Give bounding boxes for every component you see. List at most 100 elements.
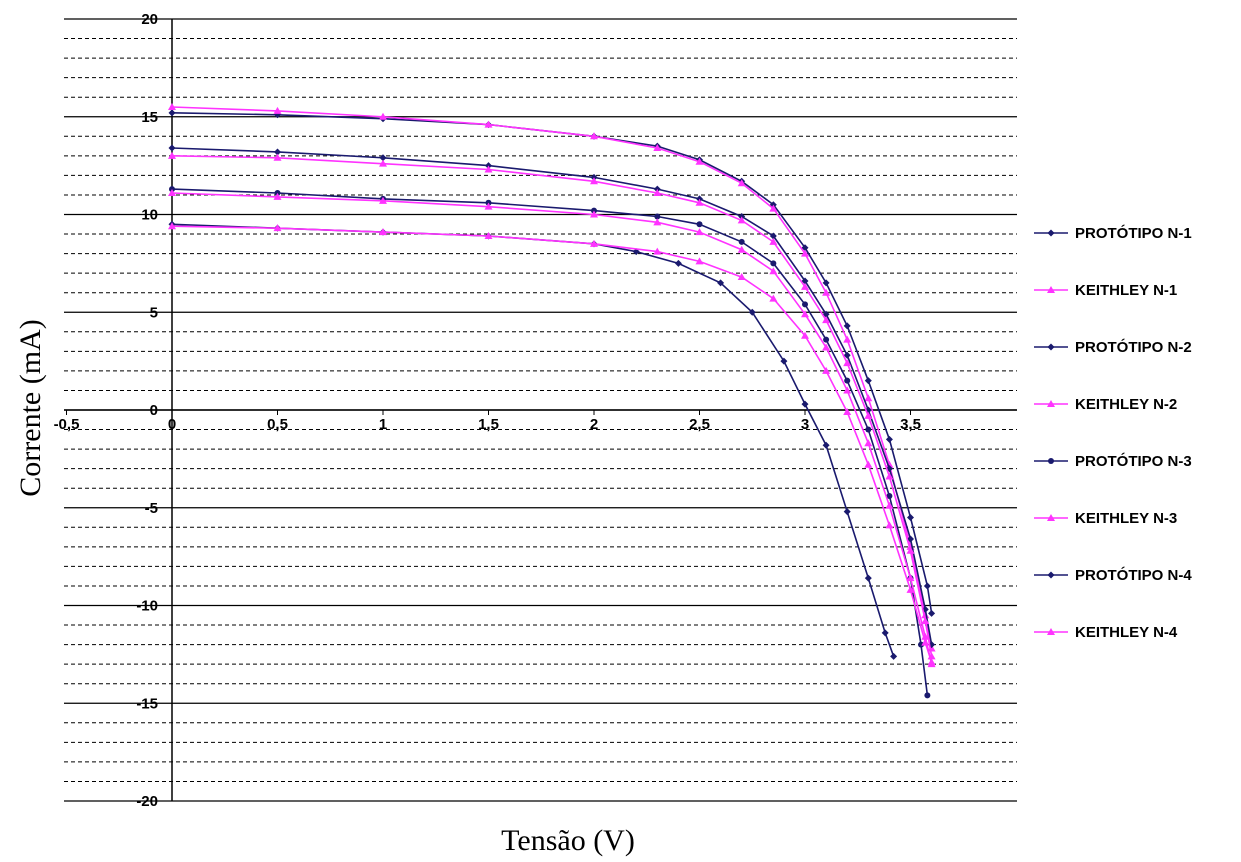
data-point [769, 267, 778, 275]
data-point [801, 331, 809, 339]
legend-item: KEITHLEY N-4 [1034, 624, 1178, 641]
data-point [918, 641, 925, 648]
data-point [864, 439, 873, 447]
legend-item: KEITHLEY N-1 [1034, 282, 1177, 299]
data-point [717, 279, 725, 287]
data-point [695, 228, 704, 236]
data-point [864, 377, 872, 385]
data-point [843, 386, 852, 394]
series-3 [168, 144, 936, 649]
data-point [654, 213, 661, 220]
data-point [864, 460, 873, 468]
y-tick-label: -10 [136, 598, 158, 615]
legend-label: KEITHLEY N-1 [1075, 282, 1177, 299]
data-point [273, 106, 282, 114]
data-point [590, 239, 598, 247]
y-tick-label: 10 [141, 207, 158, 224]
data-point [906, 585, 915, 593]
data-point [379, 228, 387, 236]
data-point [843, 508, 851, 516]
data-point [865, 426, 872, 433]
y-tick-label: 5 [150, 304, 158, 321]
series-line [171, 112, 933, 614]
x-tick-label: 3 [801, 416, 809, 433]
x-tick-label: 0 [168, 416, 176, 433]
x-tick-label: 3,5 [900, 416, 921, 433]
data-point [927, 658, 936, 666]
legend-swatch-marker [1047, 286, 1055, 293]
legend-label: KEITHLEY N-4 [1075, 624, 1178, 641]
data-point [653, 144, 662, 152]
data-point [737, 216, 746, 224]
data-point [168, 109, 176, 117]
data-point [168, 222, 176, 230]
data-point [843, 359, 852, 367]
data-point [674, 259, 682, 267]
y-tick-label: -5 [145, 500, 158, 517]
legend-item: PROTÓTIPO N-1 [1034, 224, 1192, 242]
x-axis-title: Tensão (V) [501, 824, 635, 857]
data-point [769, 204, 778, 212]
tick-labels: 20 15 10 5 0 -5 -10 -15 -20 -0,5 0 0,5 1 1,5 2 2,5 3 3,5 [54, 11, 921, 810]
data-point [906, 574, 915, 582]
series-line [171, 188, 929, 696]
data-point [484, 165, 493, 173]
data-point [801, 277, 809, 285]
data-point [844, 377, 851, 384]
x-tick-label: -0,5 [54, 416, 80, 433]
data-point [822, 343, 831, 351]
legend-item: PROTÓTIPO N-3 [1034, 452, 1192, 470]
legend-label: KEITHLEY N-2 [1075, 396, 1177, 413]
data-point [590, 132, 598, 140]
x-tick-label: 0,5 [267, 416, 288, 433]
x-tick-label: 2,5 [689, 416, 710, 433]
series-lines [168, 102, 936, 699]
data-point [737, 273, 746, 281]
data-point [653, 218, 662, 226]
data-point [484, 232, 493, 240]
data-point [484, 202, 493, 210]
legend-item: KEITHLEY N-2 [1034, 396, 1177, 413]
series-line [171, 225, 933, 663]
data-point [769, 237, 778, 245]
series-line [171, 106, 933, 649]
data-point [168, 188, 176, 196]
data-point [168, 144, 176, 152]
data-point [885, 472, 894, 480]
data-point [864, 394, 873, 402]
data-point [822, 316, 831, 324]
series-2 [168, 102, 936, 652]
data-point [737, 245, 746, 253]
data-point [801, 244, 809, 252]
legend-label: PROTÓTIPO N-2 [1075, 338, 1192, 356]
data-point [653, 247, 662, 255]
legend-swatch-marker [1047, 628, 1055, 635]
data-point [923, 582, 931, 590]
data-point [738, 238, 745, 245]
data-point [801, 249, 809, 257]
data-point [906, 546, 915, 554]
legend-swatch-marker [1047, 229, 1055, 237]
legend-item: KEITHLEY N-3 [1034, 510, 1177, 527]
series-7 [168, 220, 898, 660]
data-point [780, 357, 788, 365]
data-point [801, 310, 809, 318]
data-point [379, 196, 387, 204]
x-tick-label: 1 [379, 416, 387, 433]
data-point [748, 308, 756, 316]
data-point [843, 351, 851, 359]
series-line [171, 223, 895, 657]
data-point [696, 221, 703, 228]
series-8 [168, 222, 936, 666]
data-point [822, 441, 830, 449]
data-point [843, 407, 852, 415]
data-point [864, 574, 872, 582]
data-point [822, 366, 831, 374]
legend-swatch-marker [1047, 514, 1055, 521]
legend-label: PROTÓTIPO N-1 [1075, 224, 1192, 242]
series-1 [168, 109, 936, 617]
legend-item: PROTÓTIPO N-2 [1034, 338, 1192, 356]
data-point [921, 617, 930, 625]
series-4 [168, 151, 936, 660]
data-point [843, 335, 852, 343]
